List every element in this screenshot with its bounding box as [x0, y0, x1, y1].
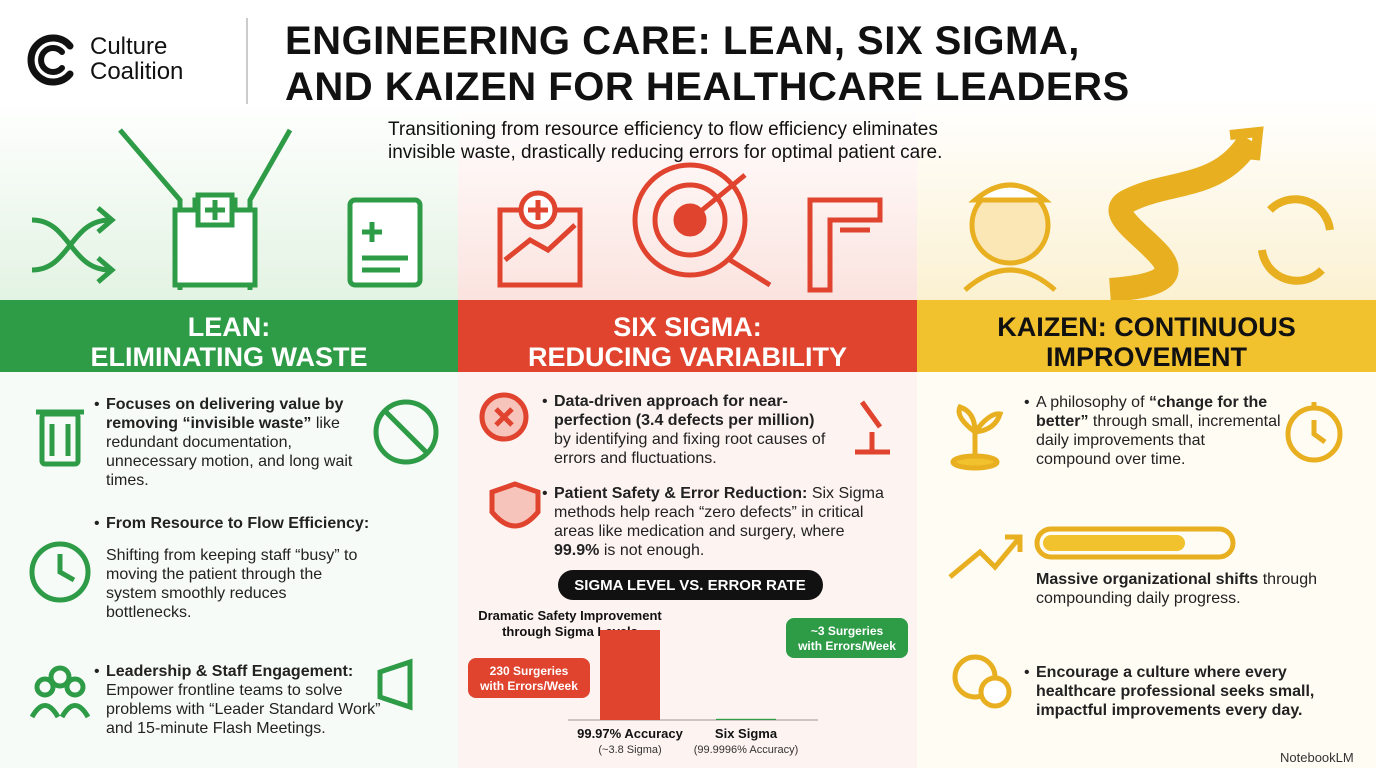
bullet-text: Focuses on delivering value by removing …: [106, 396, 344, 432]
bullet: From Resource to Flow Efficiency:: [94, 514, 396, 533]
bullet: Leadership & Staff Engagement: Empower f…: [94, 662, 396, 738]
category-label: Six Sigma: [715, 726, 778, 741]
category-sublabel: (99.9996% Accuracy): [694, 744, 799, 756]
bullet-text: Shifting from keeping staff “busy” to mo…: [106, 547, 358, 621]
divider: [246, 18, 248, 104]
value-label: ~3 Surgeries with Errors/Week: [797, 624, 896, 653]
value-label-bg: [468, 658, 590, 698]
bullet-text: Data-driven approach for near-perfection…: [554, 393, 815, 429]
bullet-text: From Resource to Flow Efficiency:: [106, 515, 370, 532]
brand-line: Culture: [90, 33, 168, 60]
column-title: LEAN:: [187, 312, 271, 342]
bar: [600, 630, 660, 720]
bullet-text: is not enough.: [599, 542, 705, 559]
subtitle: Transitioning from resource efficiency t…: [388, 119, 943, 163]
bullet-text: by identifying and fixing root causes of…: [554, 431, 826, 467]
column-title: REDUCING VARIABILITY: [527, 342, 847, 372]
category-sublabel: (~3.8 Sigma): [598, 744, 661, 756]
logo: [27, 34, 74, 86]
bullet: Massive organizational shifts through co…: [1036, 570, 1346, 608]
body-icons: [29, 392, 1343, 719]
footer: NotebookLM: [1280, 750, 1354, 765]
title-line: AND KAIZEN FOR HEALTHCARE LEADERS: [285, 65, 1130, 109]
bullet: Patient Safety & Error Reduction: Six Si…: [542, 484, 894, 560]
column-title: SIX SIGMA:: [613, 312, 762, 342]
bullet-text: Six Sigma methods help reach “zero defec…: [554, 485, 884, 540]
bullet: Encourage a culture where every healthca…: [1024, 663, 1336, 720]
bullet: Focuses on delivering value by removing …: [94, 395, 376, 490]
bullet: Shifting from keeping staff “busy” to mo…: [106, 546, 376, 622]
column-title: KAIZEN: CONTINUOUS: [997, 312, 1296, 342]
bullet-text: Empower frontline teams to solve problem…: [106, 682, 381, 737]
chart-banner: SIGMA LEVEL VS. ERROR RATE: [574, 577, 805, 594]
bullet-text: A philosophy of: [1036, 394, 1149, 411]
category-label: 99.97% Accuracy: [577, 726, 684, 741]
bullet-text: Patient Safety & Error Reduction:: [554, 485, 808, 502]
sigma-header: [458, 300, 917, 372]
title-line: ENGINEERING CARE: LEAN, SIX SIGMA,: [285, 19, 1080, 63]
bullet-text: Leadership & Staff Engagement:: [106, 663, 354, 680]
chart: SIGMA LEVEL VS. ERROR RATE Dramatic Safe…: [468, 570, 908, 756]
kaizen-header: [917, 300, 1376, 372]
column-title: IMPROVEMENT: [1045, 342, 1247, 372]
bullet-text: like redundant documentation, unnecessar…: [106, 415, 353, 489]
column-title: ELIMINATING WASTE: [90, 342, 368, 372]
lean-header: [0, 300, 458, 372]
brand-line: Coalition: [90, 58, 184, 85]
bullet: A philosophy of “change for the better” …: [1024, 393, 1281, 469]
bar: [716, 718, 776, 720]
bullet: Data-driven approach for near-perfection…: [542, 392, 834, 468]
bullet-text: 99.9%: [554, 542, 600, 559]
bullet-text: through small, incremental daily improve…: [1036, 413, 1281, 468]
value-label-bg: [786, 618, 908, 658]
bullet-text: through compounding daily progress.: [1036, 571, 1317, 607]
bullet-text: “change for the better”: [1036, 394, 1268, 430]
bullet-text: Encourage a culture where every healthca…: [1036, 664, 1315, 719]
chart-banner-bg: [558, 570, 823, 600]
bullet-text: Massive organizational shifts: [1036, 571, 1259, 588]
value-label: 230 Surgeries with Errors/Week: [479, 664, 578, 693]
illustrations: [31, 126, 1334, 300]
